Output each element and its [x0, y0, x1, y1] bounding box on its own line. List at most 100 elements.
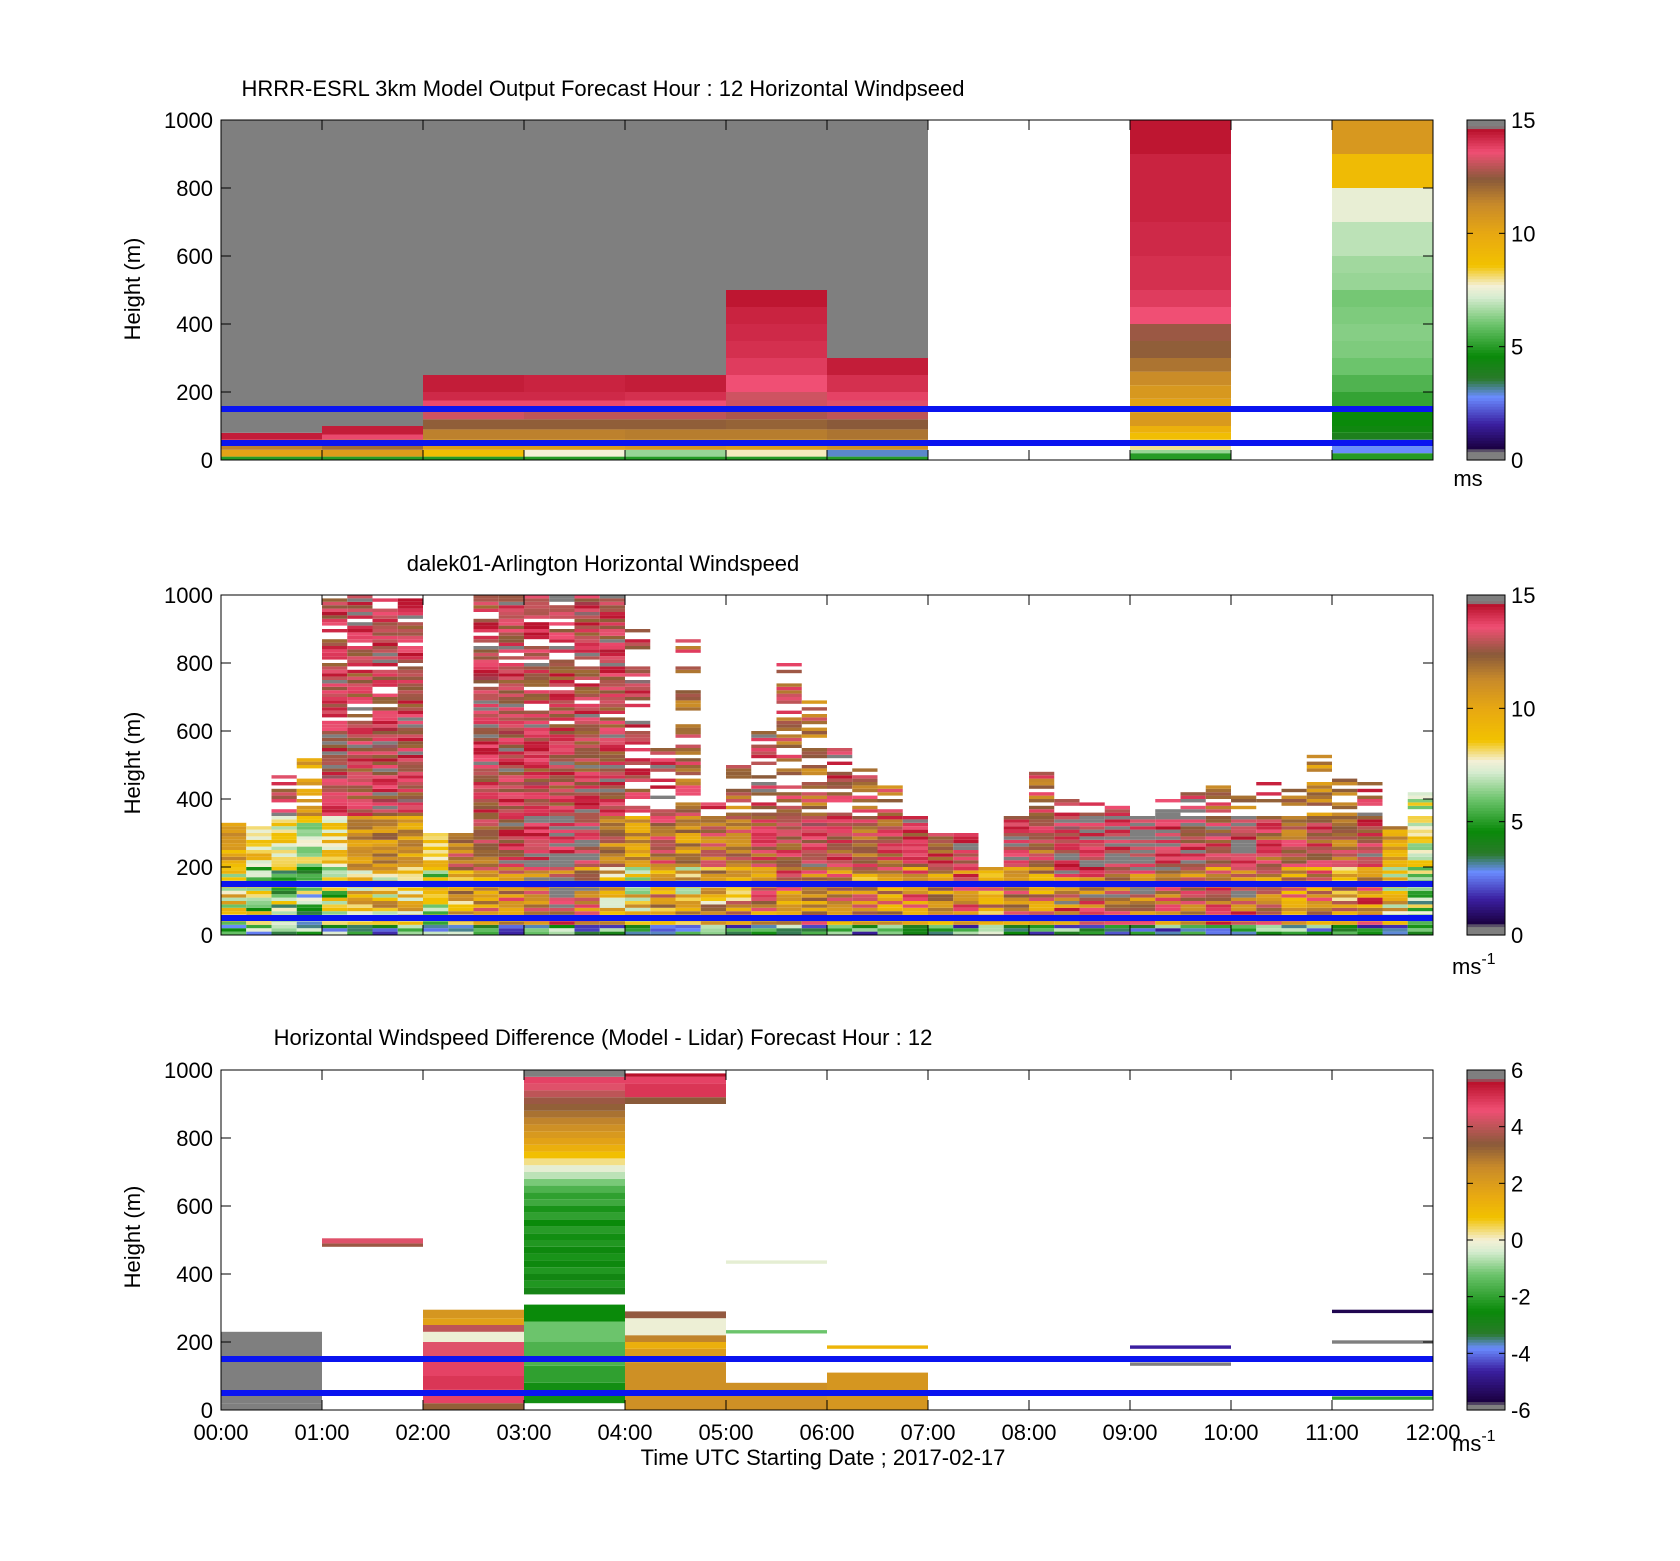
heatmap-cell: [877, 856, 903, 861]
colorbar-swatch: [1467, 875, 1505, 879]
heatmap-cell: [549, 693, 575, 697]
heatmap-cell: [498, 697, 524, 701]
heatmap-cell: [1180, 907, 1206, 912]
heatmap-cell: [1079, 924, 1105, 929]
heatmap-cell: [397, 717, 423, 721]
heatmap-cell: [1003, 816, 1029, 820]
colorbar-swatch: [1467, 448, 1505, 453]
heatmap-cell: [1029, 894, 1055, 898]
colorbar-swatch: [1467, 643, 1505, 647]
heatmap-cell: [675, 860, 701, 864]
colorbar-swatch: [1467, 801, 1505, 806]
heatmap-cell: [1003, 921, 1029, 925]
heatmap-cell: [549, 901, 575, 905]
x-tick-label: 04:00: [597, 1420, 652, 1445]
heatmap-cell: [347, 652, 373, 657]
heatmap-cell: [524, 392, 625, 401]
colorbar-swatch: [1467, 671, 1505, 675]
colorbar-swatch: [1467, 1223, 1505, 1227]
heatmap-cell: [372, 785, 398, 789]
heatmap-cell: [347, 646, 373, 650]
heatmap-cell: [675, 788, 701, 793]
heatmap-cell: [322, 449, 423, 457]
heatmap-cell: [1256, 833, 1282, 837]
heatmap-cell: [599, 928, 625, 932]
heatmap-cell: [397, 714, 423, 718]
heatmap-cell: [574, 792, 600, 796]
heatmap-cell: [1054, 829, 1080, 833]
heatmap-cell: [221, 870, 247, 874]
heatmap-cell: [1029, 870, 1055, 874]
heatmap-cell: [473, 890, 499, 895]
heatmap-cell: [524, 622, 550, 626]
heatmap-cell: [1256, 860, 1282, 864]
heatmap-cell: [498, 707, 524, 711]
heatmap-cell: [599, 673, 625, 677]
colorbar-swatch: [1467, 182, 1505, 186]
heatmap-cell: [1079, 846, 1105, 850]
heatmap-cell: [700, 897, 726, 901]
colorbar-swatch: [1467, 275, 1505, 280]
heatmap-cell: [372, 904, 398, 908]
heatmap-cell: [902, 867, 928, 871]
heatmap-cell: [1180, 826, 1206, 830]
heatmap-cell: [625, 853, 651, 857]
heatmap-cell: [599, 615, 625, 619]
heatmap-cell: [1231, 829, 1257, 833]
colorbar-swatch: [1467, 1254, 1505, 1258]
colorbar-swatch: [1467, 915, 1505, 919]
colorbar-swatch: [1467, 369, 1505, 373]
heatmap-cell: [1104, 826, 1130, 830]
colorbar-tick-label: 15: [1511, 108, 1535, 133]
heatmap-cell: [877, 853, 903, 857]
heatmap-cell: [700, 904, 726, 908]
heatmap-cell: [524, 1365, 625, 1383]
colorbar-swatch: [1467, 205, 1505, 209]
heatmap-cell: [1256, 867, 1282, 871]
heatmap-cell: [625, 901, 651, 905]
heatmap-cell: [1281, 887, 1307, 891]
heatmap-cell: [1130, 453, 1231, 460]
heatmap-cell: [801, 887, 827, 891]
heatmap-cell: [953, 843, 979, 847]
heatmap-cell: [372, 887, 398, 891]
heatmap-cell: [625, 693, 651, 697]
heatmap-cell: [448, 928, 474, 932]
colorbar-swatch: [1467, 898, 1505, 902]
heatmap-cell: [877, 846, 903, 850]
heatmap-cell: [928, 860, 954, 864]
heatmap-cell: [372, 853, 398, 857]
heatmap-cell: [1306, 795, 1332, 799]
heatmap-cell: [347, 601, 373, 606]
heatmap-cell: [549, 870, 575, 874]
heatmap-cell: [524, 829, 550, 833]
heatmap-cell: [1003, 843, 1029, 847]
heatmap-cell: [852, 843, 878, 847]
heatmap-cell: [1306, 907, 1332, 912]
heatmap-cell: [827, 904, 853, 908]
heatmap-cell: [1180, 901, 1206, 905]
heatmap-cell: [397, 901, 423, 905]
heatmap-cell: [498, 683, 524, 687]
heatmap-cell: [473, 833, 499, 837]
heatmap-cell: [524, 894, 550, 898]
heatmap-cell: [978, 887, 1004, 891]
heatmap-cell: [473, 792, 499, 796]
heatmap-cell: [498, 843, 524, 847]
heatmap-cell: [574, 632, 600, 636]
colorbar-swatch: [1467, 176, 1505, 181]
heatmap-cell: [1029, 833, 1055, 837]
heatmap-cell: [625, 928, 651, 932]
heatmap-cell: [524, 826, 550, 830]
heatmap-cell: [372, 649, 398, 653]
heatmap-cell: [1382, 928, 1408, 932]
heatmap-cell: [1003, 877, 1029, 881]
colorbar-swatch: [1467, 1140, 1505, 1145]
heatmap-cell: [1332, 273, 1433, 290]
heatmap-cell: [599, 595, 625, 599]
heatmap-cell: [322, 656, 348, 660]
heatmap-cell: [296, 894, 322, 898]
heatmap-cell: [1407, 928, 1433, 932]
heatmap-cell: [473, 622, 499, 626]
colorbar-swatch: [1467, 1214, 1505, 1218]
